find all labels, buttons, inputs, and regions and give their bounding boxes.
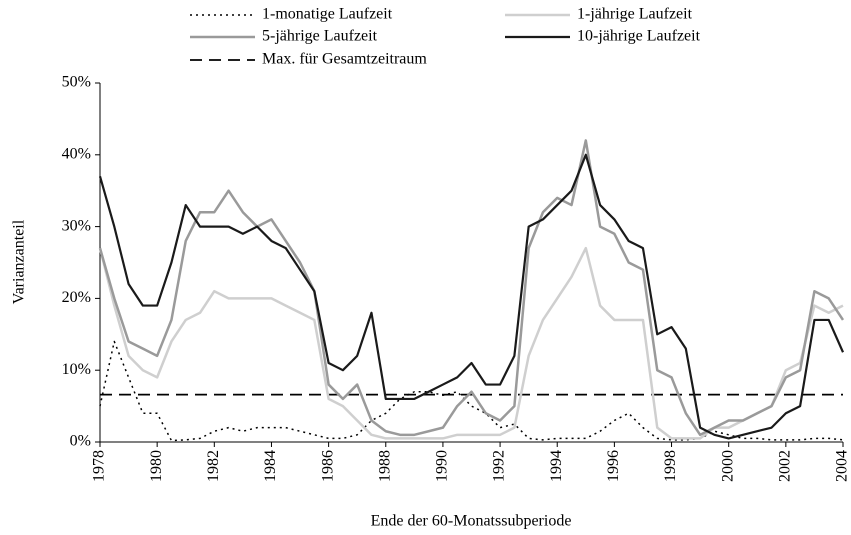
legend-label: 1-jährige Laufzeit — [577, 6, 693, 23]
legend-label: Max. für Gesamtzeitraum — [262, 51, 427, 68]
x-tick-label: 1996 — [605, 450, 622, 482]
x-tick-label: 1988 — [376, 450, 393, 482]
x-tick-label: 2000 — [719, 450, 736, 482]
x-tick-label: 1980 — [148, 450, 165, 482]
x-tick-label: 1984 — [262, 450, 279, 482]
y-axis-label: Varianzanteil — [11, 219, 28, 304]
series-line — [98, 139, 845, 437]
y-tick-label: 20% — [62, 289, 91, 306]
x-tick-label: 2004 — [834, 450, 851, 482]
x-axis-label: Ende der 60-Monatssubperiode — [371, 513, 572, 530]
x-tick-label: 2002 — [777, 450, 794, 482]
x-tick-label: 1998 — [662, 450, 679, 482]
legend-label: 10-jährige Laufzeit — [577, 28, 701, 45]
legend-label: 5-jährige Laufzeit — [262, 28, 378, 45]
x-tick-label: 1992 — [491, 450, 508, 482]
legend-label: 1-monatige Laufzeit — [262, 6, 393, 23]
y-tick-label: 30% — [62, 217, 91, 234]
y-tick-label: 10% — [62, 361, 91, 378]
x-tick-label: 1994 — [548, 450, 565, 482]
x-tick-label: 1990 — [434, 450, 451, 482]
x-tick-label: 1982 — [205, 450, 222, 482]
y-tick-label: 50% — [62, 74, 91, 91]
x-tick-label: 1978 — [91, 450, 108, 482]
y-tick-label: 40% — [62, 145, 91, 162]
x-tick-label: 1986 — [319, 450, 336, 482]
series-line — [98, 153, 845, 440]
y-tick-label: 0% — [70, 433, 91, 450]
series-line — [98, 246, 844, 440]
